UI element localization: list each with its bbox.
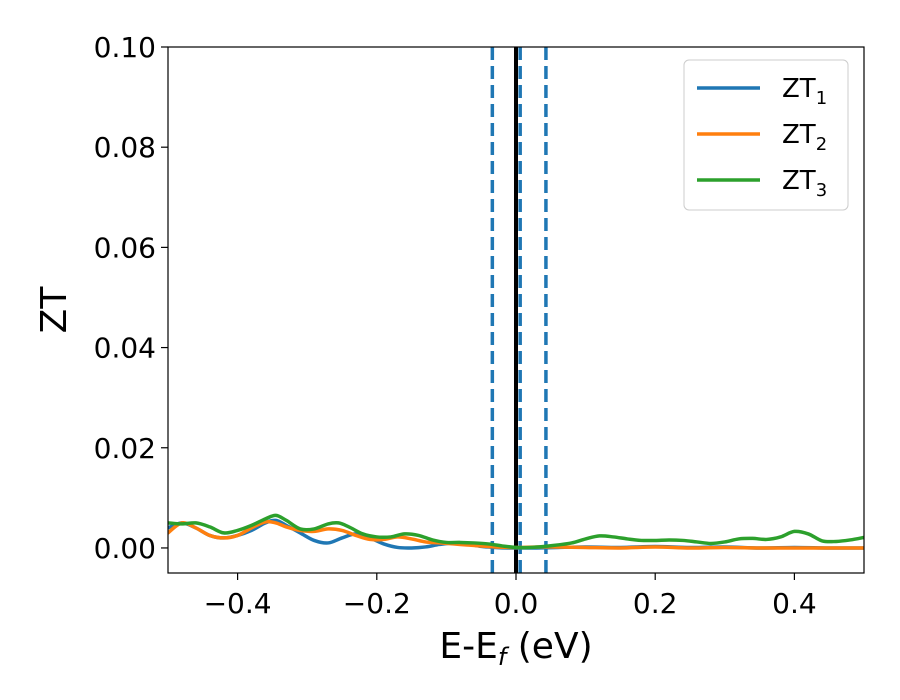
y-tick-label: 0.10 (94, 31, 156, 64)
x-axis-ticks: −0.4 −0.2 0.0 0.2 0.4 (204, 573, 817, 620)
vertical-lines (490, 47, 548, 573)
x-tick-label: 0.0 (494, 587, 539, 620)
y-tick-label: 0.08 (94, 131, 156, 164)
y-axis-ticks: 0.00 0.02 0.04 0.06 0.08 0.10 (94, 31, 168, 565)
y-tick-label: 0.06 (94, 231, 156, 264)
series-line-zt2 (168, 519, 864, 550)
x-tick-label: −0.4 (204, 587, 272, 620)
legend: ZT1 ZT2 ZT3 (683, 59, 849, 211)
legend-label-zt3: ZT3 (782, 166, 827, 201)
x-tick-label: −0.2 (343, 587, 411, 620)
x-axis-label: E-Ef (eV) (439, 626, 592, 671)
x-tick-label: 0.2 (633, 587, 678, 620)
series-lines (168, 513, 864, 550)
x-tick-label: 0.4 (772, 587, 817, 620)
y-tick-label: 0.00 (94, 532, 156, 565)
y-axis-label: ZT (34, 286, 75, 334)
series-line-zt3 (168, 513, 864, 550)
legend-label-zt2: ZT2 (782, 120, 827, 155)
legend-label-zt1: ZT1 (782, 74, 827, 109)
legend-box (683, 59, 849, 211)
y-tick-label: 0.02 (94, 432, 156, 465)
y-tick-label: 0.04 (94, 332, 156, 365)
